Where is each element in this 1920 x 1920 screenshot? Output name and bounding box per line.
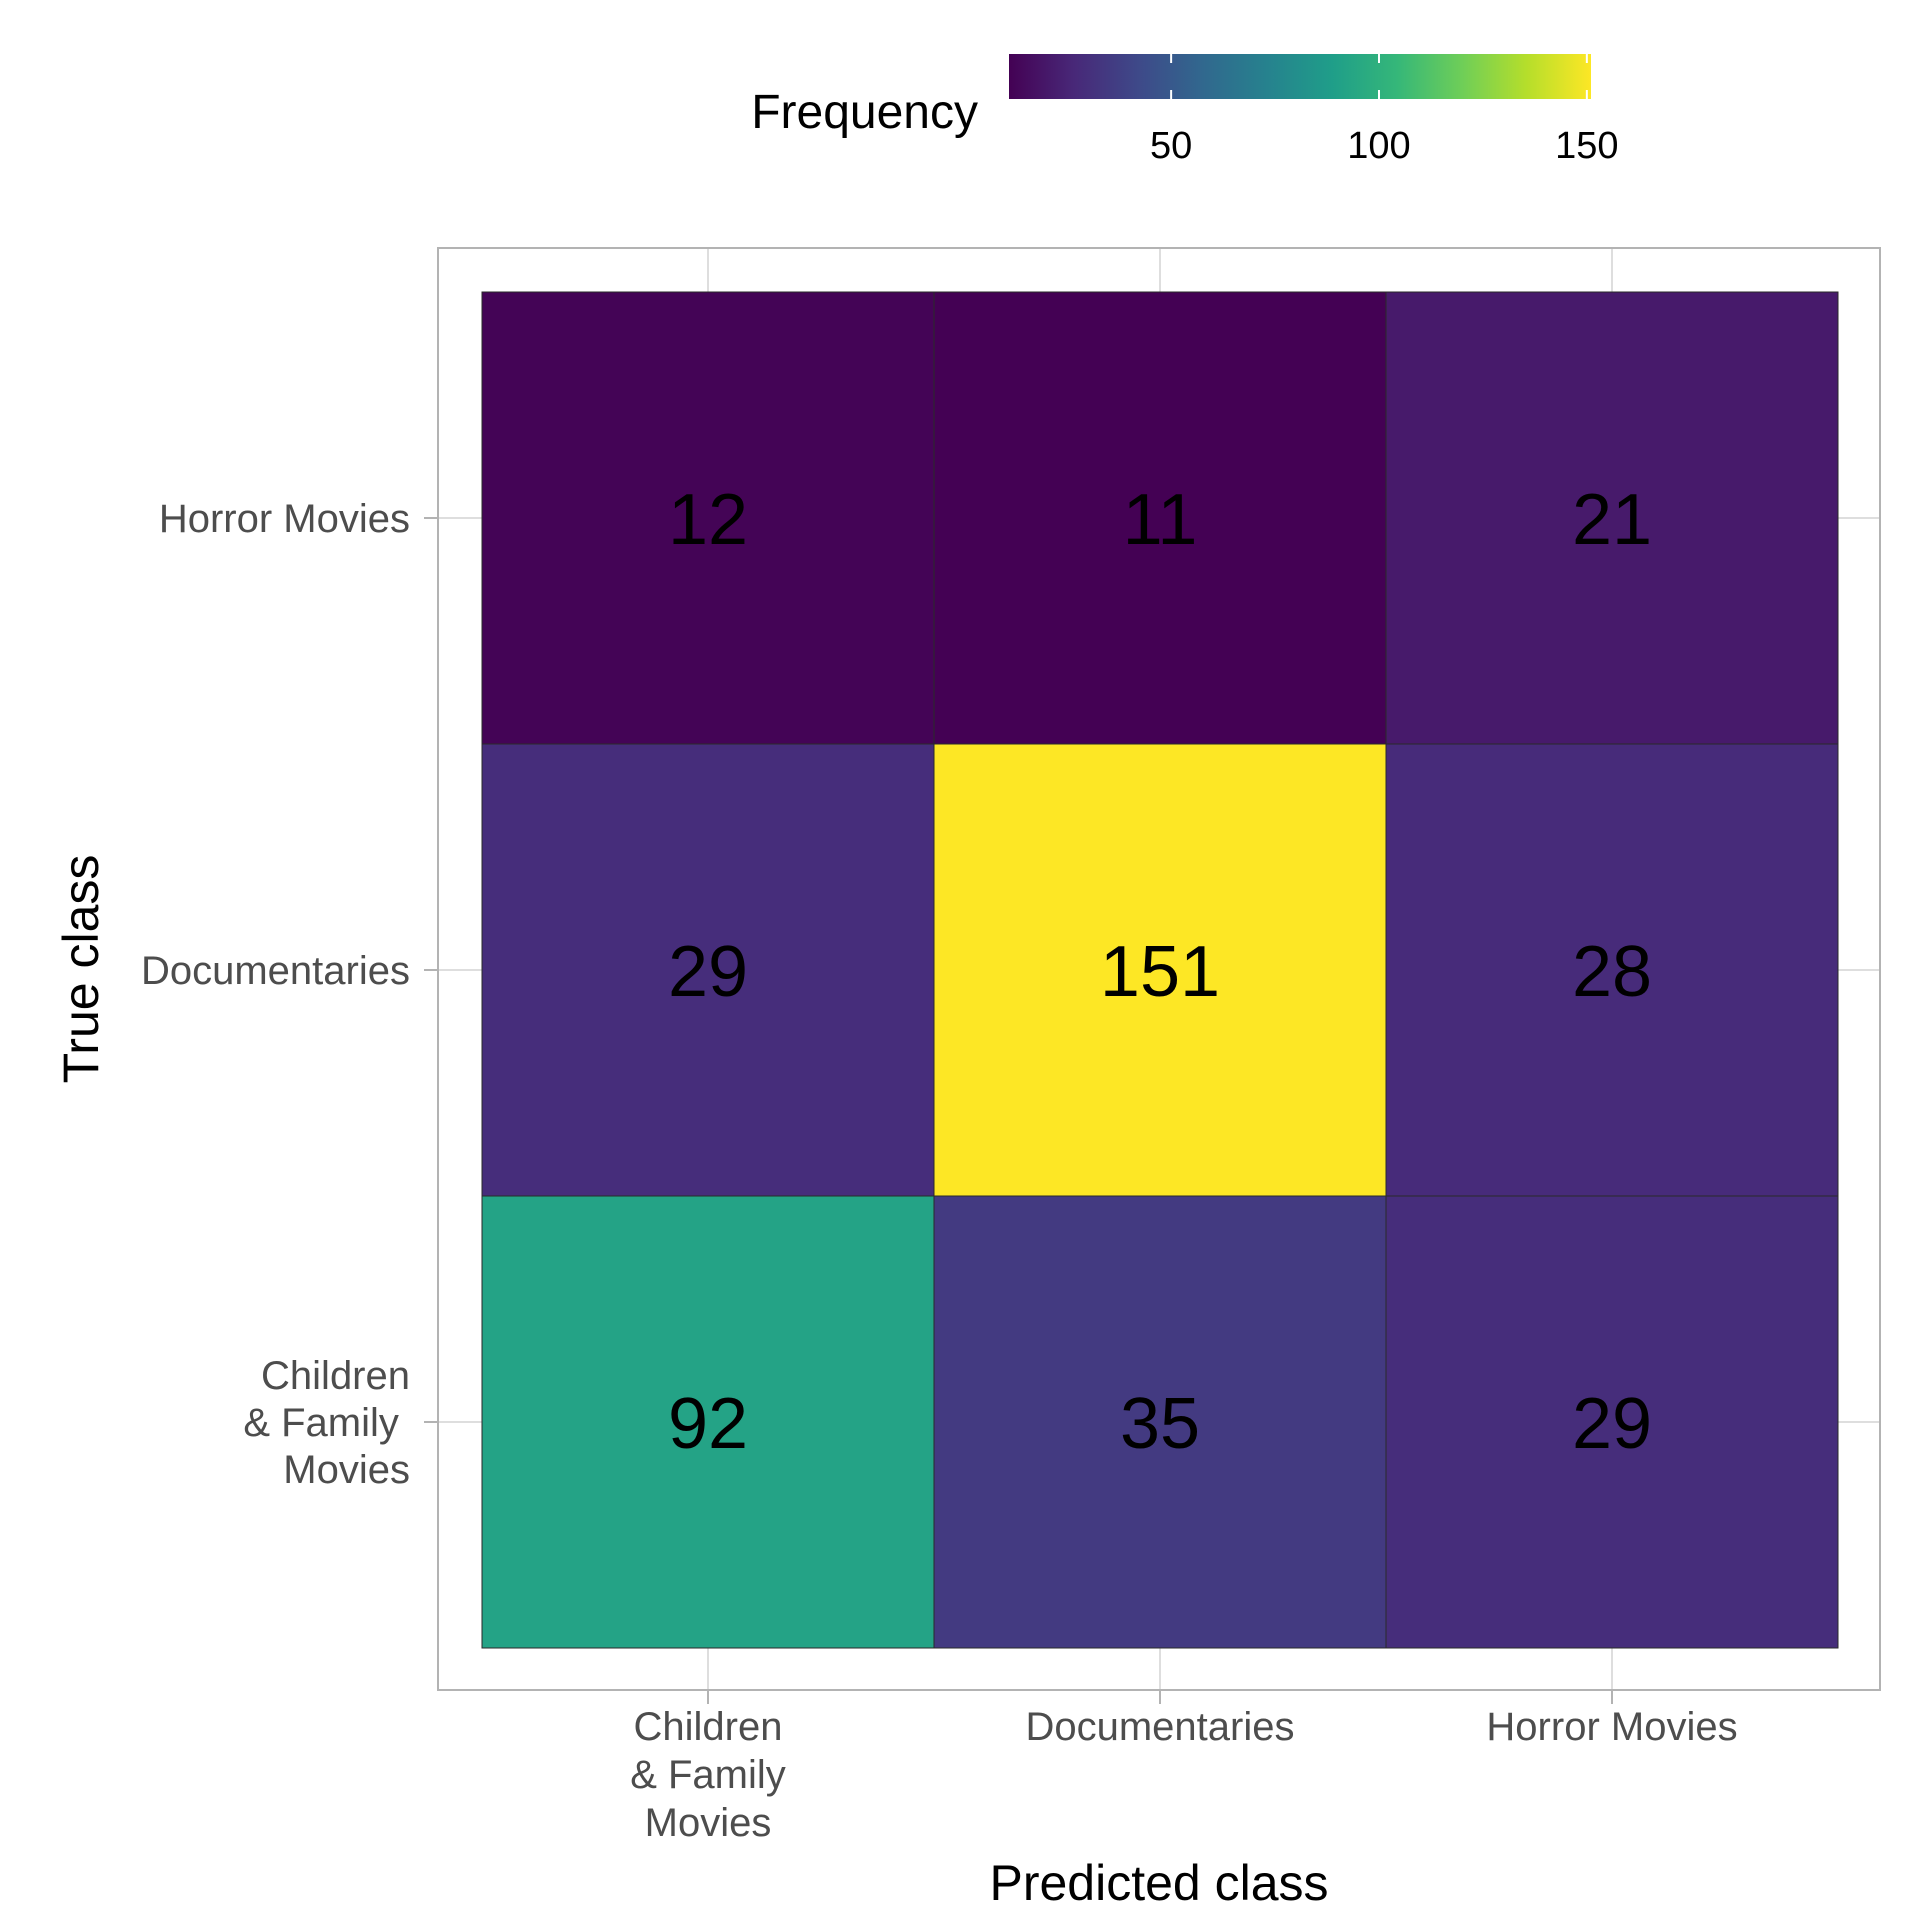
cell-value-label: 11 — [1123, 480, 1198, 560]
legend-tick-label: 50 — [1150, 125, 1192, 167]
heatmap-cell — [1385, 291, 1839, 745]
legend-tick-label: 150 — [1555, 125, 1618, 167]
cell-value-label: 151 — [1100, 932, 1220, 1012]
cell-value-label: 12 — [668, 480, 748, 560]
legend: Frequency 50 100 150 — [751, 54, 1619, 167]
cell-value-label: 21 — [1572, 480, 1652, 560]
x-axis: Children & Family Movies Documentaries Horro… — [630, 1690, 1738, 1845]
heatmap-cell — [933, 743, 1387, 1197]
x-tick-label: Children & Family Movies — [630, 1705, 786, 1845]
y-axis: Children & Family Movies Documentaries Horr… — [141, 497, 438, 1492]
legend-colorbar — [1009, 54, 1591, 99]
heatmap-cell — [933, 291, 1387, 745]
x-tick-label: Horror Movies — [1486, 1705, 1737, 1749]
legend-title: Frequency — [751, 86, 978, 139]
y-tick-label: Documentaries — [141, 949, 410, 993]
cell-labels: 92 35 29 29 151 28 12 11 21 — [668, 480, 1652, 1464]
x-tick-label: Documentaries — [1025, 1705, 1294, 1749]
cell-value-label: 28 — [1572, 932, 1652, 1012]
heatmap-cell — [1385, 743, 1839, 1197]
cell-value-label: 92 — [668, 1384, 748, 1464]
x-axis-title: Predicted class — [989, 1855, 1328, 1911]
heatmap-cells — [481, 291, 1839, 1649]
legend-ticks: 50 100 150 — [1150, 54, 1619, 167]
heatmap-cell — [481, 291, 935, 745]
cell-value-label: 35 — [1120, 1384, 1200, 1464]
heatmap-cell — [933, 1195, 1387, 1649]
y-tick-label: Children & Family Movies — [243, 1354, 410, 1492]
y-axis-title: True class — [53, 855, 109, 1084]
cell-value-label: 29 — [1572, 1384, 1652, 1464]
legend-tick-label: 100 — [1347, 125, 1410, 167]
cell-value-label: 29 — [668, 932, 748, 1012]
y-tick-label: Horror Movies — [159, 497, 410, 541]
heatmap-cell — [1385, 1195, 1839, 1649]
plot-panel: 92 35 29 29 151 28 12 11 21 — [437, 247, 1881, 1691]
